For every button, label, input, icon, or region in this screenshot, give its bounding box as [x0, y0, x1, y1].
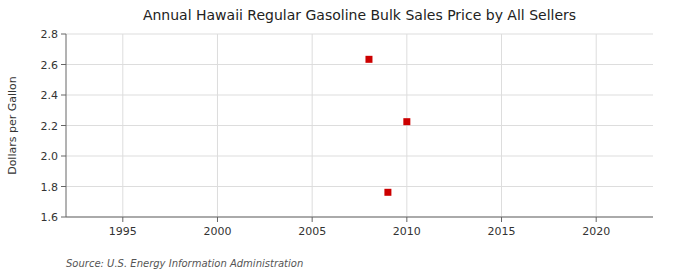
tick-label: 2.8	[41, 28, 59, 41]
y-axis-line	[66, 34, 67, 217]
tick-mark	[61, 95, 66, 96]
grid-line	[312, 34, 313, 217]
point	[384, 189, 391, 196]
tick-mark	[61, 186, 66, 187]
grid-line	[66, 34, 653, 35]
tick-mark	[61, 125, 66, 126]
tick-mark	[122, 217, 123, 222]
grid-line	[66, 64, 653, 65]
grid-line	[66, 125, 653, 126]
tick-label: 2.2	[41, 120, 59, 133]
tick-label: 2010	[393, 225, 421, 238]
title: Annual Hawaii Regular Gasoline Bulk Sale…	[143, 7, 576, 23]
grid-line	[122, 34, 123, 217]
grid-line	[66, 186, 653, 187]
grid-line	[66, 156, 653, 157]
axis-label: Dollars per Gallon	[6, 76, 19, 175]
tick-mark	[596, 217, 597, 222]
tick-label: 2.6	[41, 59, 59, 72]
grid-line	[66, 95, 653, 96]
point	[365, 56, 372, 63]
tick-label: 2000	[203, 225, 231, 238]
tick-mark	[312, 217, 313, 222]
grid-line	[596, 34, 597, 217]
grid	[66, 34, 653, 217]
tick-label: 2.4	[41, 89, 59, 102]
tick-mark	[61, 156, 66, 157]
chart: Annual Hawaii Regular Gasoline Bulk Sale…	[0, 0, 675, 275]
grid-line	[406, 34, 407, 217]
tick-mark	[217, 217, 218, 222]
tick-label: 2.0	[41, 150, 59, 163]
tick-mark	[61, 34, 66, 35]
tick-label: 2020	[582, 225, 610, 238]
tick-label: 2005	[298, 225, 326, 238]
points	[365, 56, 410, 196]
grid-line	[501, 34, 502, 217]
axes: 1.6 1.8 2.0 2.2 2.4 2.6 2.8 1995 2000 2005 2010 201…	[41, 28, 654, 238]
tick-mark	[61, 217, 66, 218]
grid-line	[66, 217, 653, 218]
tick-label: 1.8	[41, 181, 59, 194]
x-axis-line	[66, 217, 653, 218]
tick-mark	[61, 64, 66, 65]
source: Source: U.S. Energy Information Administ…	[66, 258, 303, 269]
tick-label: 1.6	[41, 211, 59, 224]
tick-mark	[406, 217, 407, 222]
tick-label: 2015	[488, 225, 516, 238]
grid-line	[217, 34, 218, 217]
point	[403, 118, 410, 125]
tick-mark	[501, 217, 502, 222]
tick-label: 1995	[109, 225, 137, 238]
